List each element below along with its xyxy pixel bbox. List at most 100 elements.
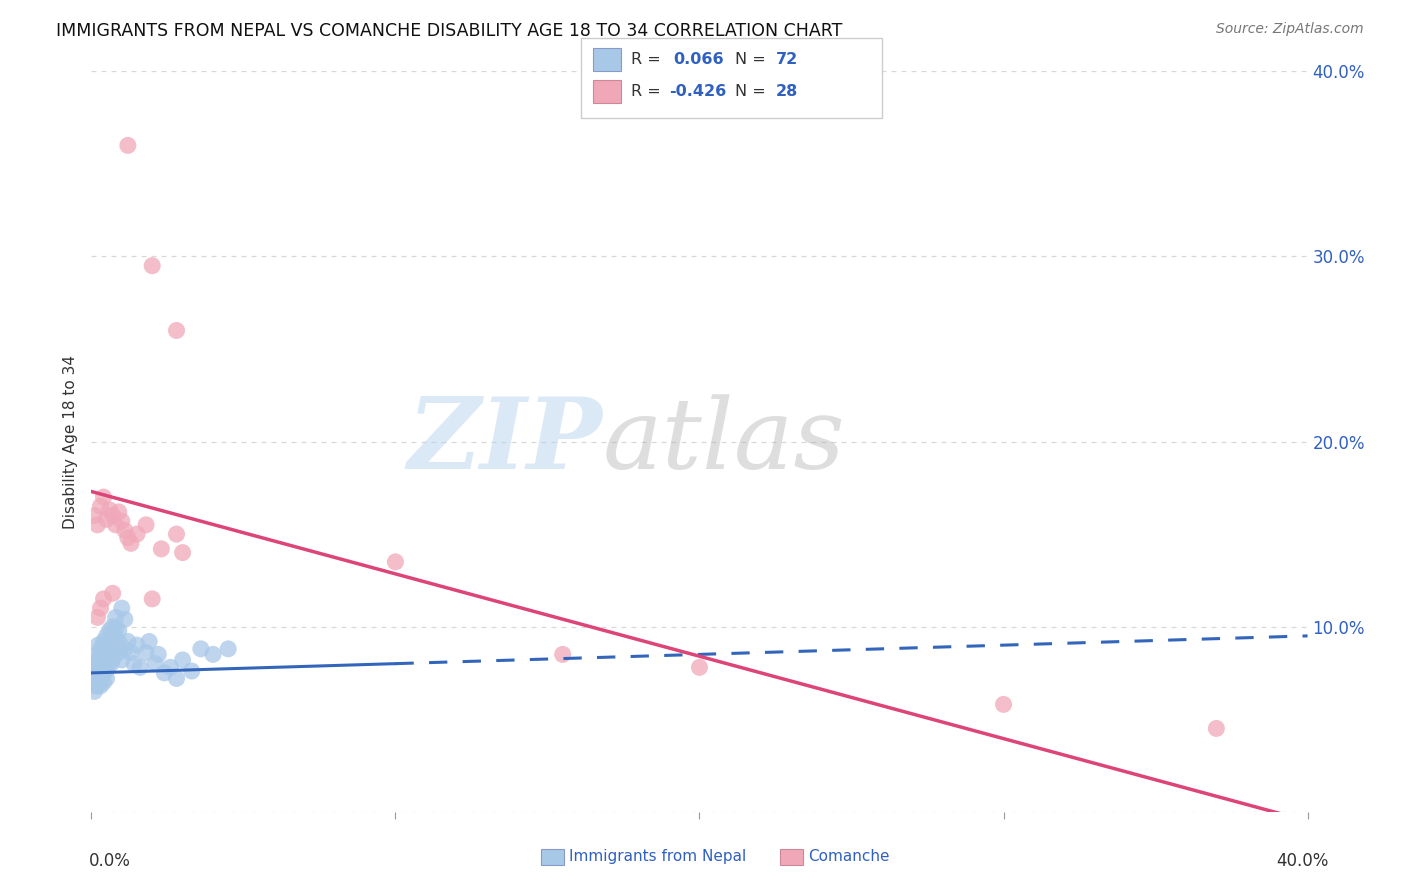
- Point: [90, 651, 112, 665]
- Text: 72: 72: [776, 53, 799, 67]
- Point: [125, 527, 148, 541]
- Point: [83, 508, 105, 523]
- Point: [84, 653, 107, 667]
- Point: [86, 679, 108, 693]
- Point: [100, 657, 122, 671]
- Point: [93, 665, 115, 680]
- Point: [141, 591, 163, 606]
- Text: IMMIGRANTS FROM NEPAL VS COMANCHE DISABILITY AGE 18 TO 34 CORRELATION CHART: IMMIGRANTS FROM NEPAL VS COMANCHE DISABI…: [56, 22, 842, 40]
- Point: [94, 658, 117, 673]
- Point: [93, 657, 115, 671]
- Text: 0.066: 0.066: [673, 53, 724, 67]
- Text: 0.0%: 0.0%: [89, 852, 131, 870]
- Point: [166, 324, 188, 338]
- Point: [86, 672, 108, 686]
- Point: [172, 545, 194, 560]
- Text: -0.426: -0.426: [669, 85, 727, 99]
- Point: [107, 634, 129, 648]
- Text: atlas: atlas: [602, 394, 845, 489]
- Point: [120, 536, 142, 550]
- Point: [87, 638, 110, 652]
- Text: 28: 28: [776, 85, 799, 99]
- Point: [96, 641, 118, 656]
- Point: [86, 517, 108, 532]
- Point: [117, 531, 139, 545]
- Point: [89, 641, 111, 656]
- Point: [83, 675, 105, 690]
- Point: [166, 527, 188, 541]
- Point: [93, 490, 115, 504]
- Point: [148, 648, 170, 662]
- Point: [101, 632, 124, 647]
- Point: [84, 673, 107, 688]
- Point: [83, 657, 105, 671]
- Point: [103, 629, 125, 643]
- Point: [1205, 722, 1227, 736]
- Point: [104, 517, 127, 532]
- Point: [98, 503, 121, 517]
- Text: N =: N =: [735, 53, 772, 67]
- Text: N =: N =: [735, 85, 772, 99]
- Point: [117, 138, 139, 153]
- Point: [107, 505, 129, 519]
- Point: [688, 660, 710, 674]
- Point: [96, 638, 118, 652]
- Point: [114, 641, 136, 656]
- Point: [114, 524, 136, 538]
- Point: [93, 634, 115, 648]
- Point: [98, 648, 121, 662]
- Point: [96, 662, 118, 676]
- Point: [551, 648, 574, 662]
- Point: [217, 641, 239, 656]
- Point: [101, 643, 124, 657]
- Point: [166, 672, 188, 686]
- Point: [93, 591, 115, 606]
- Point: [93, 646, 115, 660]
- Point: [150, 541, 173, 556]
- Point: [172, 653, 194, 667]
- Point: [101, 653, 124, 667]
- Point: [84, 665, 107, 680]
- Point: [86, 610, 108, 624]
- Point: [129, 660, 152, 674]
- Point: [96, 653, 118, 667]
- Point: [180, 664, 202, 678]
- Point: [96, 629, 118, 643]
- Point: [91, 664, 114, 678]
- Point: [101, 508, 124, 523]
- Point: [993, 698, 1015, 712]
- Point: [89, 660, 111, 674]
- Point: [159, 660, 181, 674]
- Y-axis label: Disability Age 18 to 34: Disability Age 18 to 34: [62, 354, 77, 529]
- Point: [86, 660, 108, 674]
- Point: [111, 514, 134, 528]
- Point: [114, 612, 136, 626]
- Point: [141, 259, 163, 273]
- Text: ZIP: ZIP: [408, 393, 602, 490]
- Point: [96, 672, 118, 686]
- Point: [86, 648, 108, 662]
- Point: [98, 624, 121, 638]
- Point: [89, 601, 111, 615]
- Point: [125, 638, 148, 652]
- Point: [93, 649, 115, 664]
- Text: R =: R =: [631, 85, 666, 99]
- Point: [83, 672, 105, 686]
- Point: [89, 653, 111, 667]
- Point: [117, 634, 139, 648]
- Point: [83, 684, 105, 698]
- Text: R =: R =: [631, 53, 666, 67]
- Point: [138, 634, 160, 648]
- Point: [122, 657, 145, 671]
- Point: [89, 500, 111, 514]
- Point: [84, 679, 107, 693]
- Point: [98, 634, 121, 648]
- Text: Comanche: Comanche: [808, 849, 890, 863]
- Point: [111, 601, 134, 615]
- Point: [101, 619, 124, 633]
- Point: [120, 646, 142, 660]
- Point: [104, 638, 127, 652]
- Point: [98, 646, 121, 660]
- Point: [135, 517, 157, 532]
- Point: [153, 665, 176, 680]
